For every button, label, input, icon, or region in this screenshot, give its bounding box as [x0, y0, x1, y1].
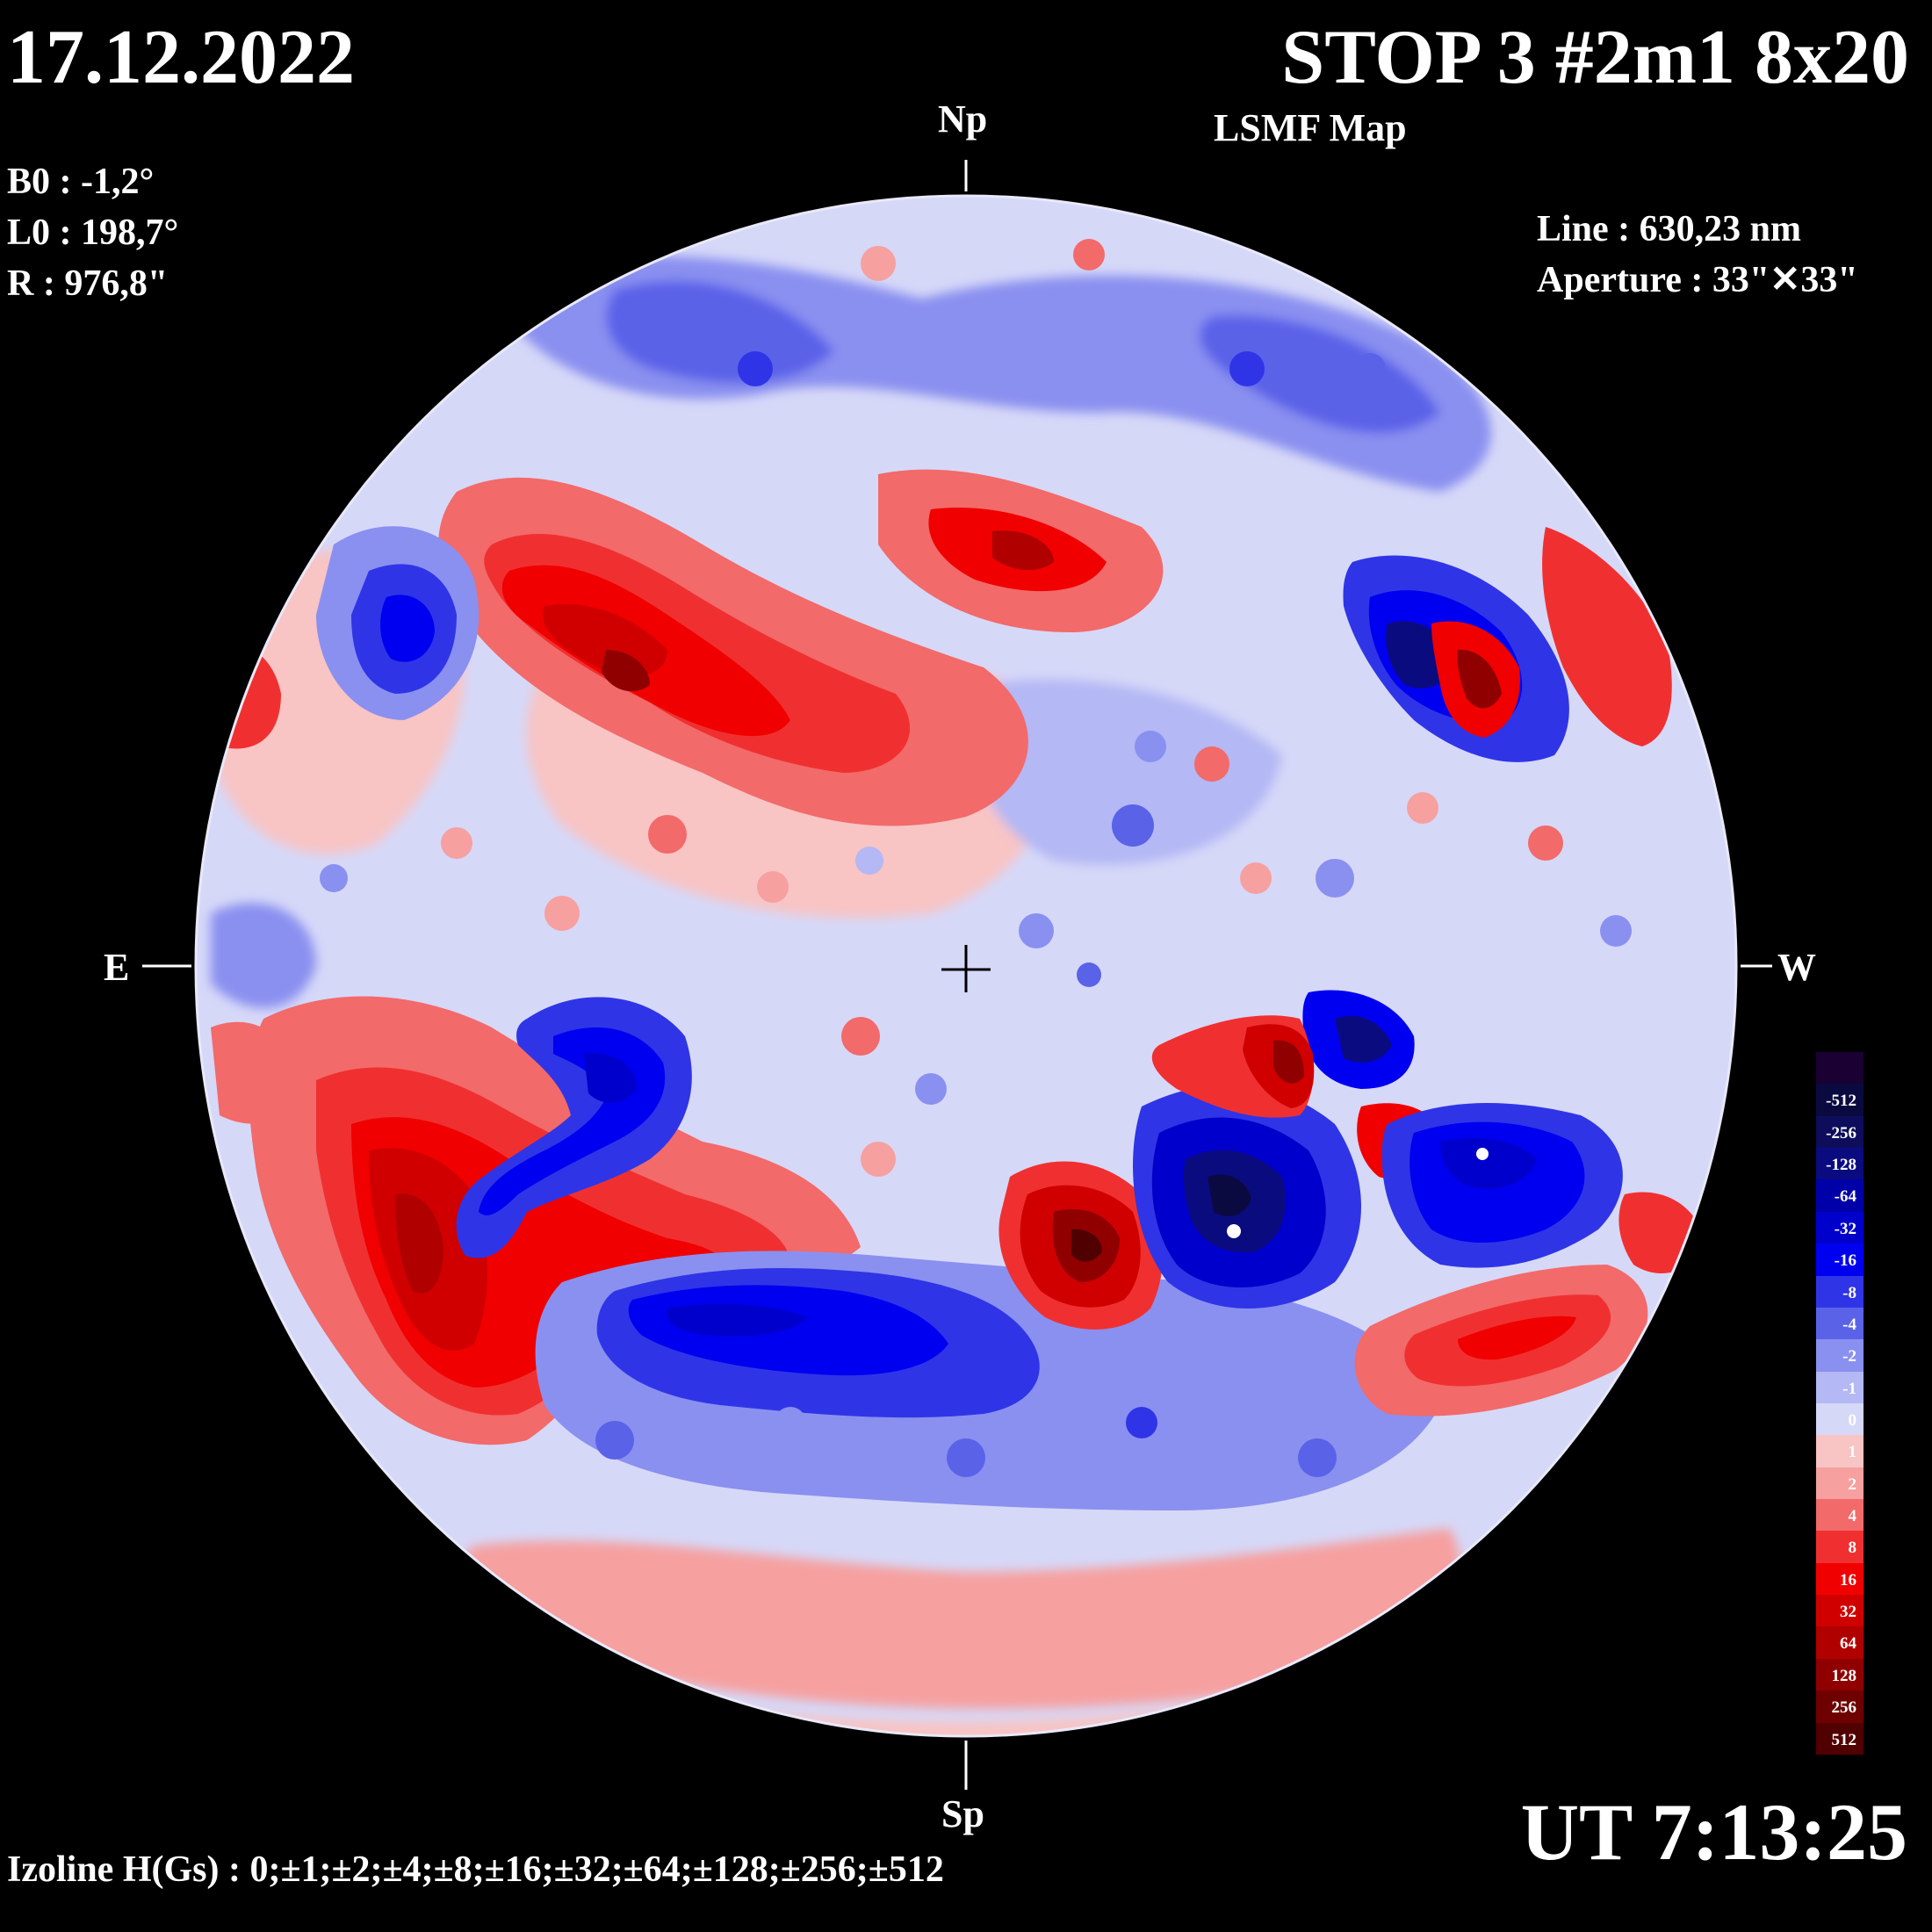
colorbar-label: 32 [1840, 1603, 1856, 1622]
colorbar-label: -16 [1834, 1251, 1856, 1271]
colorbar-label: -64 [1834, 1187, 1856, 1207]
colorbar-cell: 4 [1816, 1499, 1864, 1532]
region-east-lower-negative [456, 997, 692, 1258]
colorbar-cell: -64 [1816, 1179, 1864, 1212]
west-label: W [1777, 946, 1816, 989]
colorbar-label: 4 [1848, 1507, 1857, 1526]
north-pole-label: Np [938, 97, 988, 141]
speckles [320, 239, 1632, 1477]
region-east-upper-positive [438, 477, 1028, 826]
colorbar-cell: 64 [1816, 1626, 1864, 1659]
colorbar-cell: -1 [1816, 1371, 1864, 1403]
l0-value: L0 : 198,7° [7, 213, 179, 253]
region-south-central-negative [535, 1251, 1441, 1510]
region-west-lower-positive [1354, 1192, 1704, 1417]
colorbar-label: -256 [1826, 1123, 1856, 1143]
colorbar-label: -32 [1834, 1219, 1856, 1238]
colorbar-cell: 256 [1816, 1690, 1864, 1723]
observation-date: 17.12.2022 [7, 15, 355, 100]
b0-value: B0 : -1,2° [7, 162, 155, 202]
universal-time: UT 7:13:25 [1520, 1787, 1907, 1877]
radius-value: R : 976,8" [7, 263, 169, 304]
aperture-value: Aperture : 33"✕33" [1537, 260, 1858, 300]
colorbar-cell [1816, 1052, 1864, 1085]
colorbar-cell: -256 [1816, 1115, 1864, 1149]
line-value: Line : 630,23 nm [1537, 209, 1802, 249]
colorbar-cell: 8 [1816, 1531, 1864, 1563]
colorbar-cell: -128 [1816, 1148, 1864, 1180]
colorbar-label: -4 [1842, 1315, 1856, 1334]
colorbar-cell: -2 [1816, 1339, 1864, 1372]
region-north-negative-core-2 [1199, 314, 1440, 434]
region-north-negative-core [606, 280, 834, 384]
colorbar-label: -512 [1826, 1092, 1856, 1111]
background-mottle [211, 256, 1491, 1736]
colorbar-cell: -8 [1816, 1275, 1864, 1308]
negative-spot-highlight-2 [1476, 1148, 1489, 1160]
colorbar-label: -8 [1842, 1283, 1856, 1302]
disc-limb [194, 194, 1738, 1738]
colorbar-label: 2 [1848, 1474, 1857, 1494]
colorbar-label: 512 [1831, 1730, 1857, 1749]
region-east-upper-negative [316, 526, 479, 720]
region-west-middle-negative [1133, 990, 1415, 1308]
east-label: E [104, 946, 130, 989]
colorbar-cell: 16 [1816, 1562, 1864, 1596]
map-title: STOP 3 #2m1 8x20 [1281, 15, 1909, 100]
region-east-lower-positive [249, 996, 861, 1445]
axis-ticks [142, 160, 1772, 1790]
izoline-legend: Izoline H(Gs) : 0;±1;±2;±4;±8;±16;±32;±6… [7, 1849, 944, 1890]
colorbar-label: 256 [1831, 1698, 1857, 1718]
colorbar-label: 0 [1848, 1410, 1857, 1430]
colorbar-cell: -32 [1816, 1211, 1864, 1244]
center-crosshair [941, 945, 991, 992]
colorbar-label: 64 [1840, 1634, 1856, 1654]
colorbar-label: 128 [1831, 1666, 1857, 1685]
colorbar-label: 1 [1848, 1443, 1857, 1462]
colorbar-cell: 1 [1816, 1435, 1864, 1467]
region-east-blue-edge [211, 903, 316, 1008]
colorbar-cell: -16 [1816, 1244, 1864, 1276]
colorbar-cell: 32 [1816, 1595, 1864, 1627]
colorbar-cell: 128 [1816, 1658, 1864, 1691]
solar-disc [196, 196, 1736, 1736]
colorbar-cell: 0 [1816, 1402, 1864, 1436]
colorbar-cell: -4 [1816, 1307, 1864, 1340]
region-central-south-positive [998, 1161, 1163, 1330]
region-west-upper-positive [1431, 527, 1672, 746]
map-subtitle: LSMF Map [1214, 106, 1407, 149]
colorbar-cell: -512 [1816, 1084, 1864, 1116]
colorbar-label: 8 [1848, 1539, 1857, 1558]
colorbar-cell: 512 [1816, 1722, 1864, 1755]
region-west-lower-negative [1381, 1103, 1623, 1268]
region-central-north-positive [878, 469, 1164, 632]
colorbar-label: -2 [1842, 1347, 1856, 1366]
instrument-parameters: Line : 630,23 nm Aperture : 33"✕33" [1537, 204, 1858, 306]
colorbar-cell: 2 [1816, 1467, 1864, 1500]
region-south-pink-band [457, 1528, 1460, 1709]
colorbar-label: -128 [1826, 1156, 1856, 1175]
south-pole-label: Sp [941, 1792, 984, 1835]
negative-spot-highlight [1227, 1224, 1241, 1238]
solar-parameters: B0 : -1,2° L0 : 198,7° R : 976,8" [7, 156, 178, 309]
colorbar-label: -1 [1842, 1379, 1856, 1398]
colorbar: -512 -256 -128 -64 -32 -16 -8 -4 -2 -1 0 1 2 4 8 16 32 64… [1816, 1052, 1864, 1755]
region-center-light-blue [973, 679, 1282, 865]
colorbar-label: 16 [1840, 1570, 1856, 1590]
